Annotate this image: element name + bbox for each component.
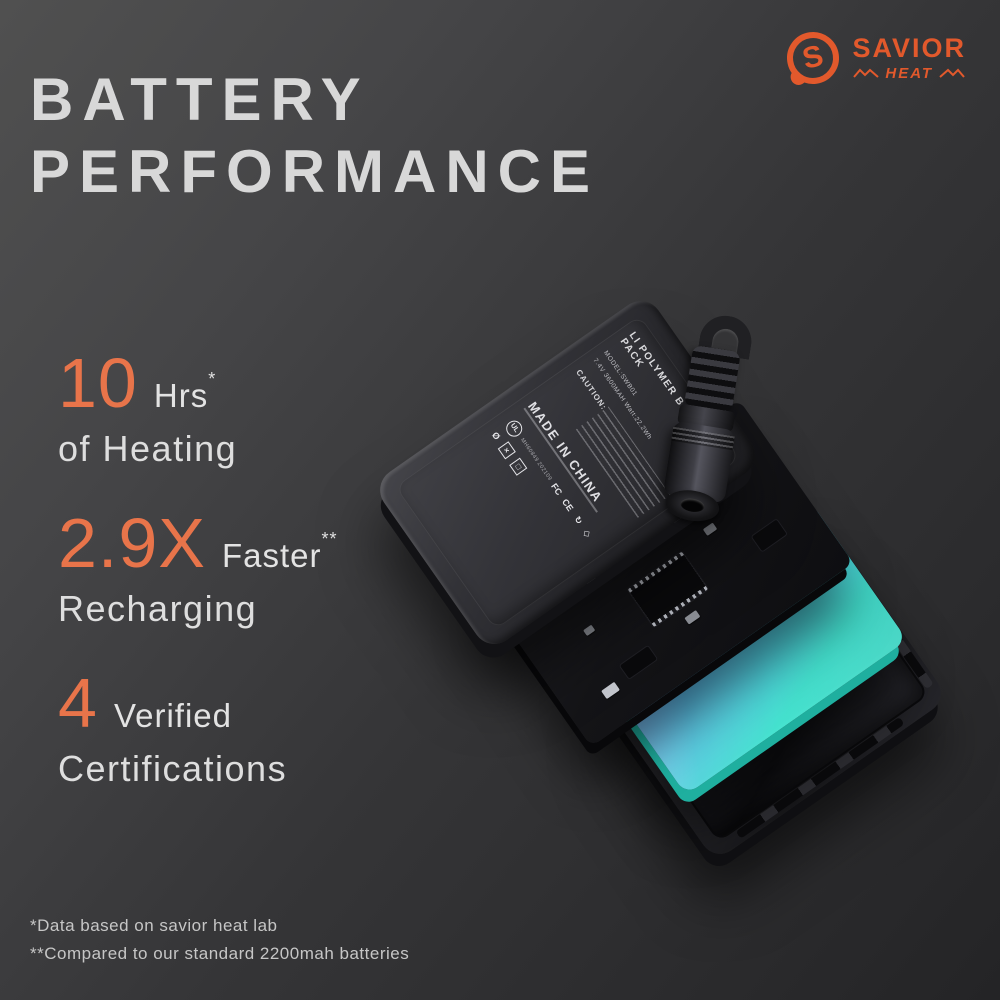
solder-pad <box>583 624 596 637</box>
stat-unit: Verified <box>113 697 233 734</box>
footnotes: *Data based on savior heat lab **Compare… <box>30 912 409 968</box>
brand-wordmark: SAVIOR HEAT <box>852 33 966 82</box>
stat-value: 4 <box>58 664 98 742</box>
page-title: BATTERY PERFORMANCE <box>30 64 599 208</box>
stat-label: Certifications <box>58 748 288 789</box>
stat-recharge-speed: 2.9X Faster** Recharging <box>58 508 338 630</box>
ul-file-number: MH60849 <box>519 437 540 464</box>
footnote-2: **Compared to our standard 2200mah batte… <box>30 944 410 963</box>
smd-component <box>619 646 657 679</box>
fcc-mark-icon: FC <box>548 481 565 497</box>
brand-monogram-letter: S <box>799 39 828 76</box>
dc-strain-relief <box>683 344 741 414</box>
stat-label: Recharging <box>58 588 258 629</box>
recycle-mark-icon: ↻ <box>571 513 585 526</box>
smd-component <box>751 519 787 552</box>
stat-asterisk: * <box>208 369 217 389</box>
stat-unit: Hrs* <box>153 369 217 414</box>
solder-pad <box>601 681 620 700</box>
brand-name: SAVIOR <box>852 33 966 64</box>
crossed-box-mark-icon: × <box>497 440 516 460</box>
mountain-ridge-right-icon <box>939 68 965 78</box>
solder-pad <box>684 610 701 625</box>
battery-exploded-view: LI POLYMER BATTERY PACK MODEL:SWB01 7.4V… <box>370 268 1000 908</box>
stat-unit: Faster** <box>222 529 338 574</box>
double-square-mark-icon: □ <box>509 457 528 477</box>
brand-tagline: HEAT <box>885 64 934 82</box>
ul-mark-icon: UL <box>503 417 526 440</box>
brand-tagline-row: HEAT <box>853 65 965 82</box>
stat-asterisk: ** <box>321 529 338 549</box>
page-title-line2: PERFORMANCE <box>30 138 600 205</box>
stat-certifications: 4 Verified Certifications <box>58 668 287 790</box>
stat-value: 10 <box>58 344 138 422</box>
pse-diamond-mark-icon: ◇ <box>580 526 595 541</box>
no-disposal-mark-icon: Ø <box>489 430 503 442</box>
stat-label: of Heating <box>58 428 238 469</box>
mountain-ridge-left-icon <box>853 68 880 78</box>
brand-logo: S SAVIOR HEAT <box>784 28 966 88</box>
brand-monogram-icon: S <box>784 28 843 88</box>
page-title-line1: BATTERY <box>30 66 370 133</box>
ul-year: 202109 <box>535 461 553 483</box>
stat-heating-hours: 10 Hrs* of Heating <box>58 348 237 470</box>
ce-mark-icon: CE <box>560 497 576 514</box>
footnote-1: *Data based on savior heat lab <box>30 916 278 935</box>
stat-value: 2.9X <box>58 504 206 582</box>
